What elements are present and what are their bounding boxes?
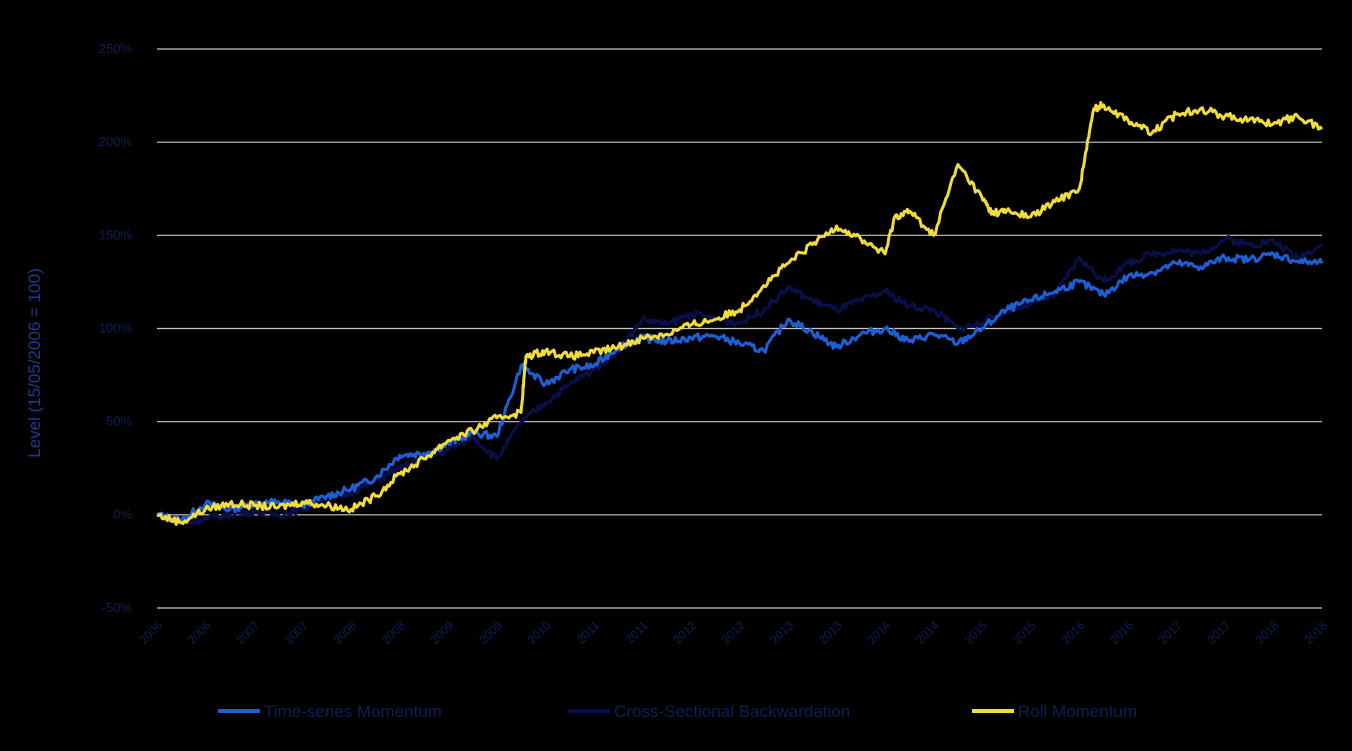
legend-label: Roll Momentum: [1018, 702, 1137, 721]
y-tick-label: 250%: [99, 41, 133, 56]
series-line-cross-sectional-backwardation: [157, 234, 1323, 526]
series-line-time-series-momentum: [156, 251, 1324, 525]
y-tick-label: -50%: [102, 600, 133, 615]
series-line-roll-momentum: [156, 101, 1324, 526]
gridlines: [157, 48, 1322, 609]
legend-label: Cross-Sectional Backwardation: [614, 702, 850, 721]
series-lines: [156, 101, 1324, 526]
y-tick-label: 200%: [99, 134, 133, 149]
y-axis-label: Level (15/05/2006 = 100): [25, 268, 44, 458]
y-axis-ticks: -50% 0% 50% 100% 150% 200% 250%: [99, 41, 133, 615]
y-tick-label: 150%: [99, 227, 133, 242]
y-tick-label: 0%: [113, 507, 132, 522]
y-tick-label: 100%: [99, 321, 133, 336]
y-tick-label: 50%: [106, 414, 132, 429]
legend: Time-series Momentum Cross-Sectional Back…: [218, 702, 1137, 721]
legend-label: Time-series Momentum: [264, 702, 442, 721]
